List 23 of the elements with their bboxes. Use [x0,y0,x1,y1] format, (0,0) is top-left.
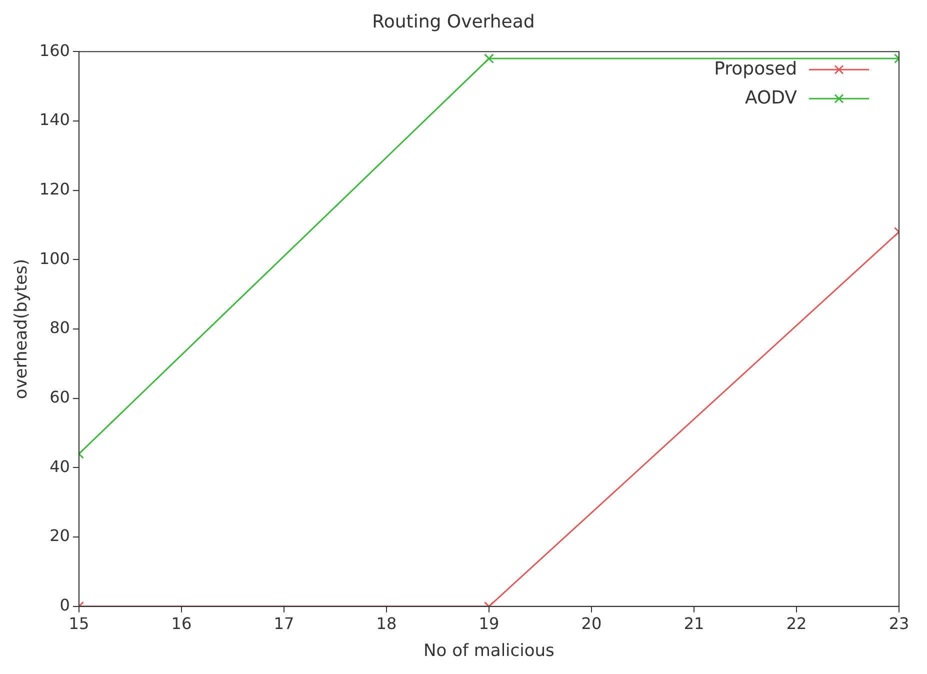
x-tick-label: 20 [581,614,602,634]
y-tick-label: 100 [39,248,70,268]
y-tick-label: 80 [50,318,70,338]
y-tick-label: 20 [50,526,70,546]
x-tick-label: 22 [786,614,807,634]
y-tick-label: 0 [60,596,70,615]
x-tick-label: 15 [68,614,90,634]
x-tick-label: 16 [171,614,192,634]
legend-label: AODV [744,87,798,108]
x-tick-label: 21 [684,614,704,634]
y-tick-label: 40 [50,456,70,476]
chart-title: Routing Overhead [372,11,535,32]
y-tick-label: 160 [39,40,70,60]
legend-label: Proposed [714,58,797,80]
y-axis-title: overhead(bytes) [12,258,32,400]
y-tick-label: 120 [39,179,70,198]
x-tick-label: 23 [888,614,910,634]
x-tick-label: 19 [478,614,500,634]
y-tick-label: 60 [50,388,70,407]
x-tick-label: 18 [376,614,397,634]
y-tick-label: 140 [39,110,70,130]
x-tick-label: 17 [274,614,294,634]
x-axis-title: No of malicious [424,641,555,662]
